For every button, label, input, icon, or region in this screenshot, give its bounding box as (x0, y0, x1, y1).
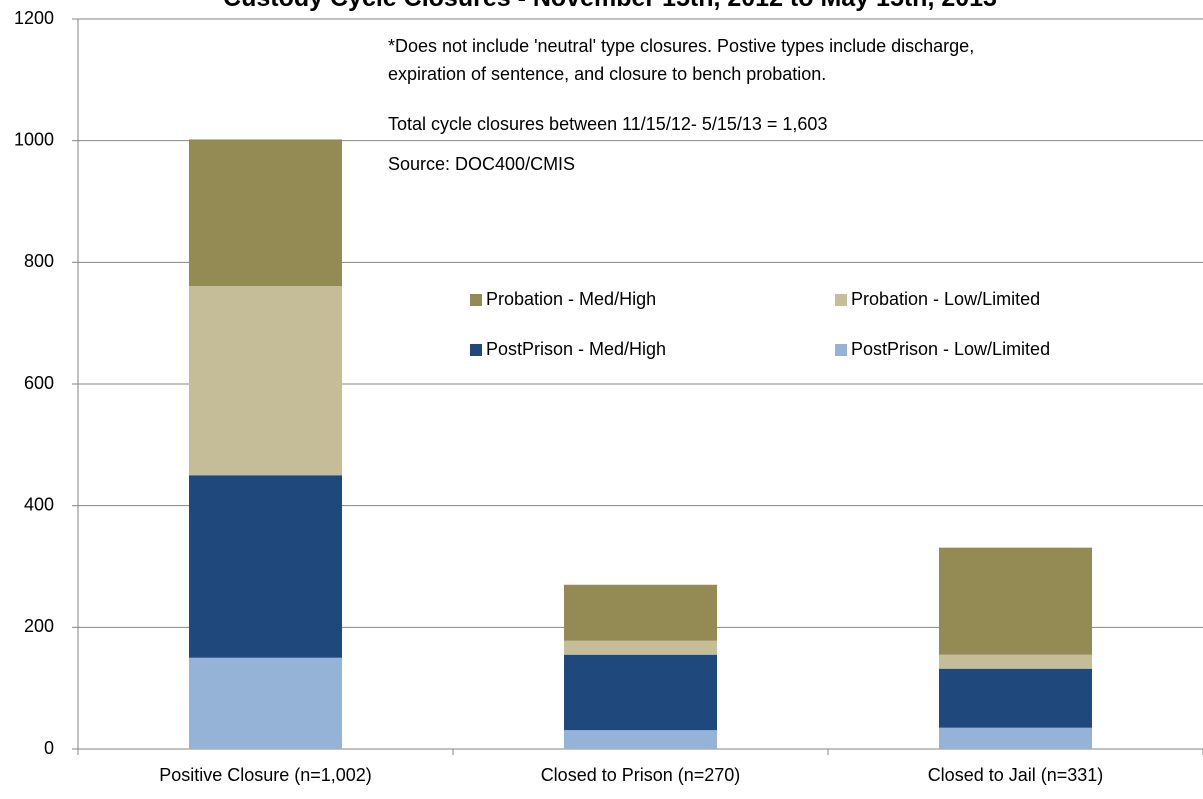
bar-segment (564, 730, 717, 749)
legend-swatch (835, 344, 847, 356)
y-tick-label: 600 (24, 373, 54, 393)
chart-title: Custody Cycle Closures - November 15th, … (223, 0, 997, 12)
bar-segment (939, 668, 1092, 728)
legend-label: Probation - Med/High (486, 289, 656, 309)
annotation: *Does not include 'neutral' type closure… (388, 36, 974, 56)
bar-segment (939, 654, 1092, 669)
bar-segment (939, 547, 1092, 655)
x-tick-label: Closed to Prison (n=270) (541, 765, 741, 785)
bar-segment (189, 657, 342, 749)
legend-label: Probation - Low/Limited (851, 289, 1040, 309)
bar-segment (189, 286, 342, 476)
y-tick-label: 1200 (14, 8, 54, 28)
bar-segment (189, 139, 342, 287)
bar-segment (189, 475, 342, 658)
bar-segment (564, 584, 717, 641)
bar-segment (939, 727, 1092, 749)
legend-swatch (835, 294, 847, 306)
annotation: expiration of sentence, and closure to b… (388, 64, 826, 84)
y-tick-label: 200 (24, 616, 54, 636)
bar-segment (564, 654, 717, 731)
bar-segment (564, 640, 717, 655)
y-tick-label: 0 (44, 738, 54, 758)
y-tick-label: 400 (24, 494, 54, 514)
legend-label: PostPrison - Low/Limited (851, 339, 1050, 359)
y-tick-label: 800 (24, 251, 54, 271)
legend-label: PostPrison - Med/High (486, 339, 666, 359)
x-tick-label: Positive Closure (n=1,002) (159, 765, 372, 785)
annotation: Total cycle closures between 11/15/12- 5… (388, 114, 827, 134)
y-tick-label: 1000 (14, 129, 54, 149)
x-tick-label: Closed to Jail (n=331) (928, 765, 1104, 785)
legend-swatch (470, 294, 482, 306)
annotation: Source: DOC400/CMIS (388, 154, 575, 174)
legend-swatch (470, 344, 482, 356)
